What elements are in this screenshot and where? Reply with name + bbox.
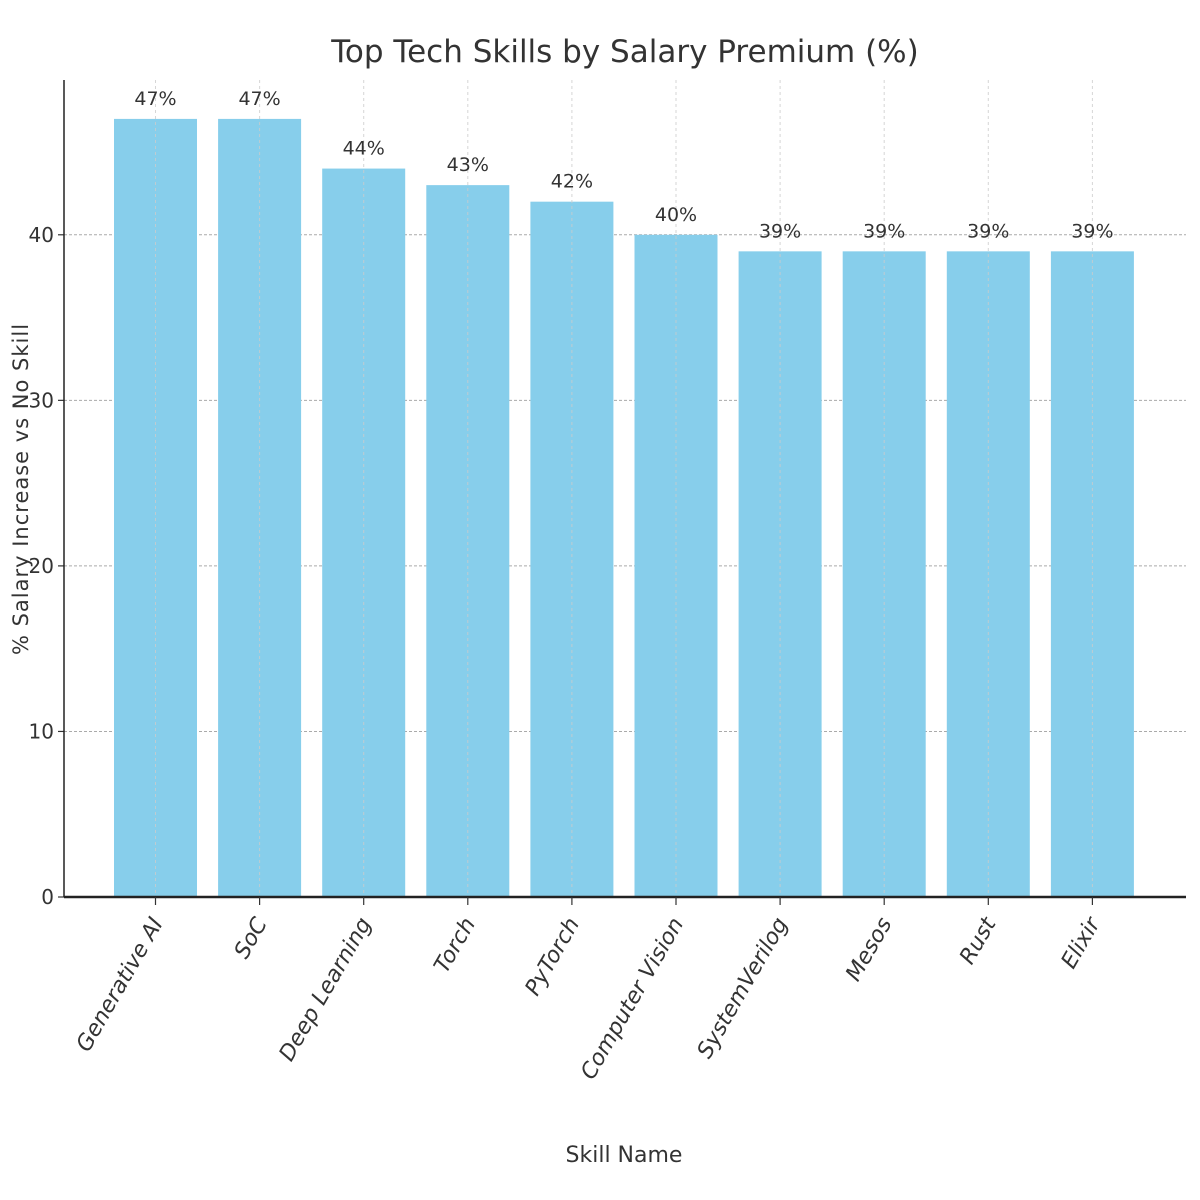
x-tick-label: Computer Vision (576, 914, 689, 1085)
data-label: 39% (759, 220, 801, 242)
x-tick-label: Rust (955, 912, 1002, 968)
data-label: 39% (863, 220, 905, 242)
x-axis-label: Skill Name (566, 1143, 683, 1168)
data-label: 43% (447, 154, 489, 176)
y-axis-label: % Salary Increase vs No Skill (9, 323, 33, 655)
y-tick-label: 20 (29, 554, 54, 578)
x-tick-label: Mesos (841, 914, 897, 986)
x-tick-label: SoC (230, 913, 273, 963)
y-tick-label: 0 (41, 885, 54, 909)
x-tick-label: Elixir (1057, 912, 1107, 973)
y-tick-label: 10 (29, 719, 54, 743)
x-tick-label: SystemVerilog (693, 913, 794, 1062)
chart-title: Top Tech Skills by Salary Premium (%) (330, 34, 918, 70)
y-tick-label: 30 (29, 388, 54, 412)
bars-layer (114, 80, 1134, 898)
data-label: 47% (134, 88, 176, 110)
x-tick-label: Generative AI (72, 914, 169, 1057)
data-label: 47% (238, 88, 280, 110)
data-label: 39% (967, 220, 1009, 242)
x-tick-label: Deep Learning (275, 913, 377, 1065)
y-tick-label: 40 (29, 223, 54, 247)
axes-layer (58, 80, 1186, 905)
x-tick-label: Torch (430, 914, 481, 978)
data-label: 39% (1071, 220, 1113, 242)
data-label: 42% (551, 171, 593, 193)
x-tick-label: PyTorch (521, 914, 585, 1001)
data-label: 44% (343, 138, 385, 160)
data-label: 40% (655, 204, 697, 226)
